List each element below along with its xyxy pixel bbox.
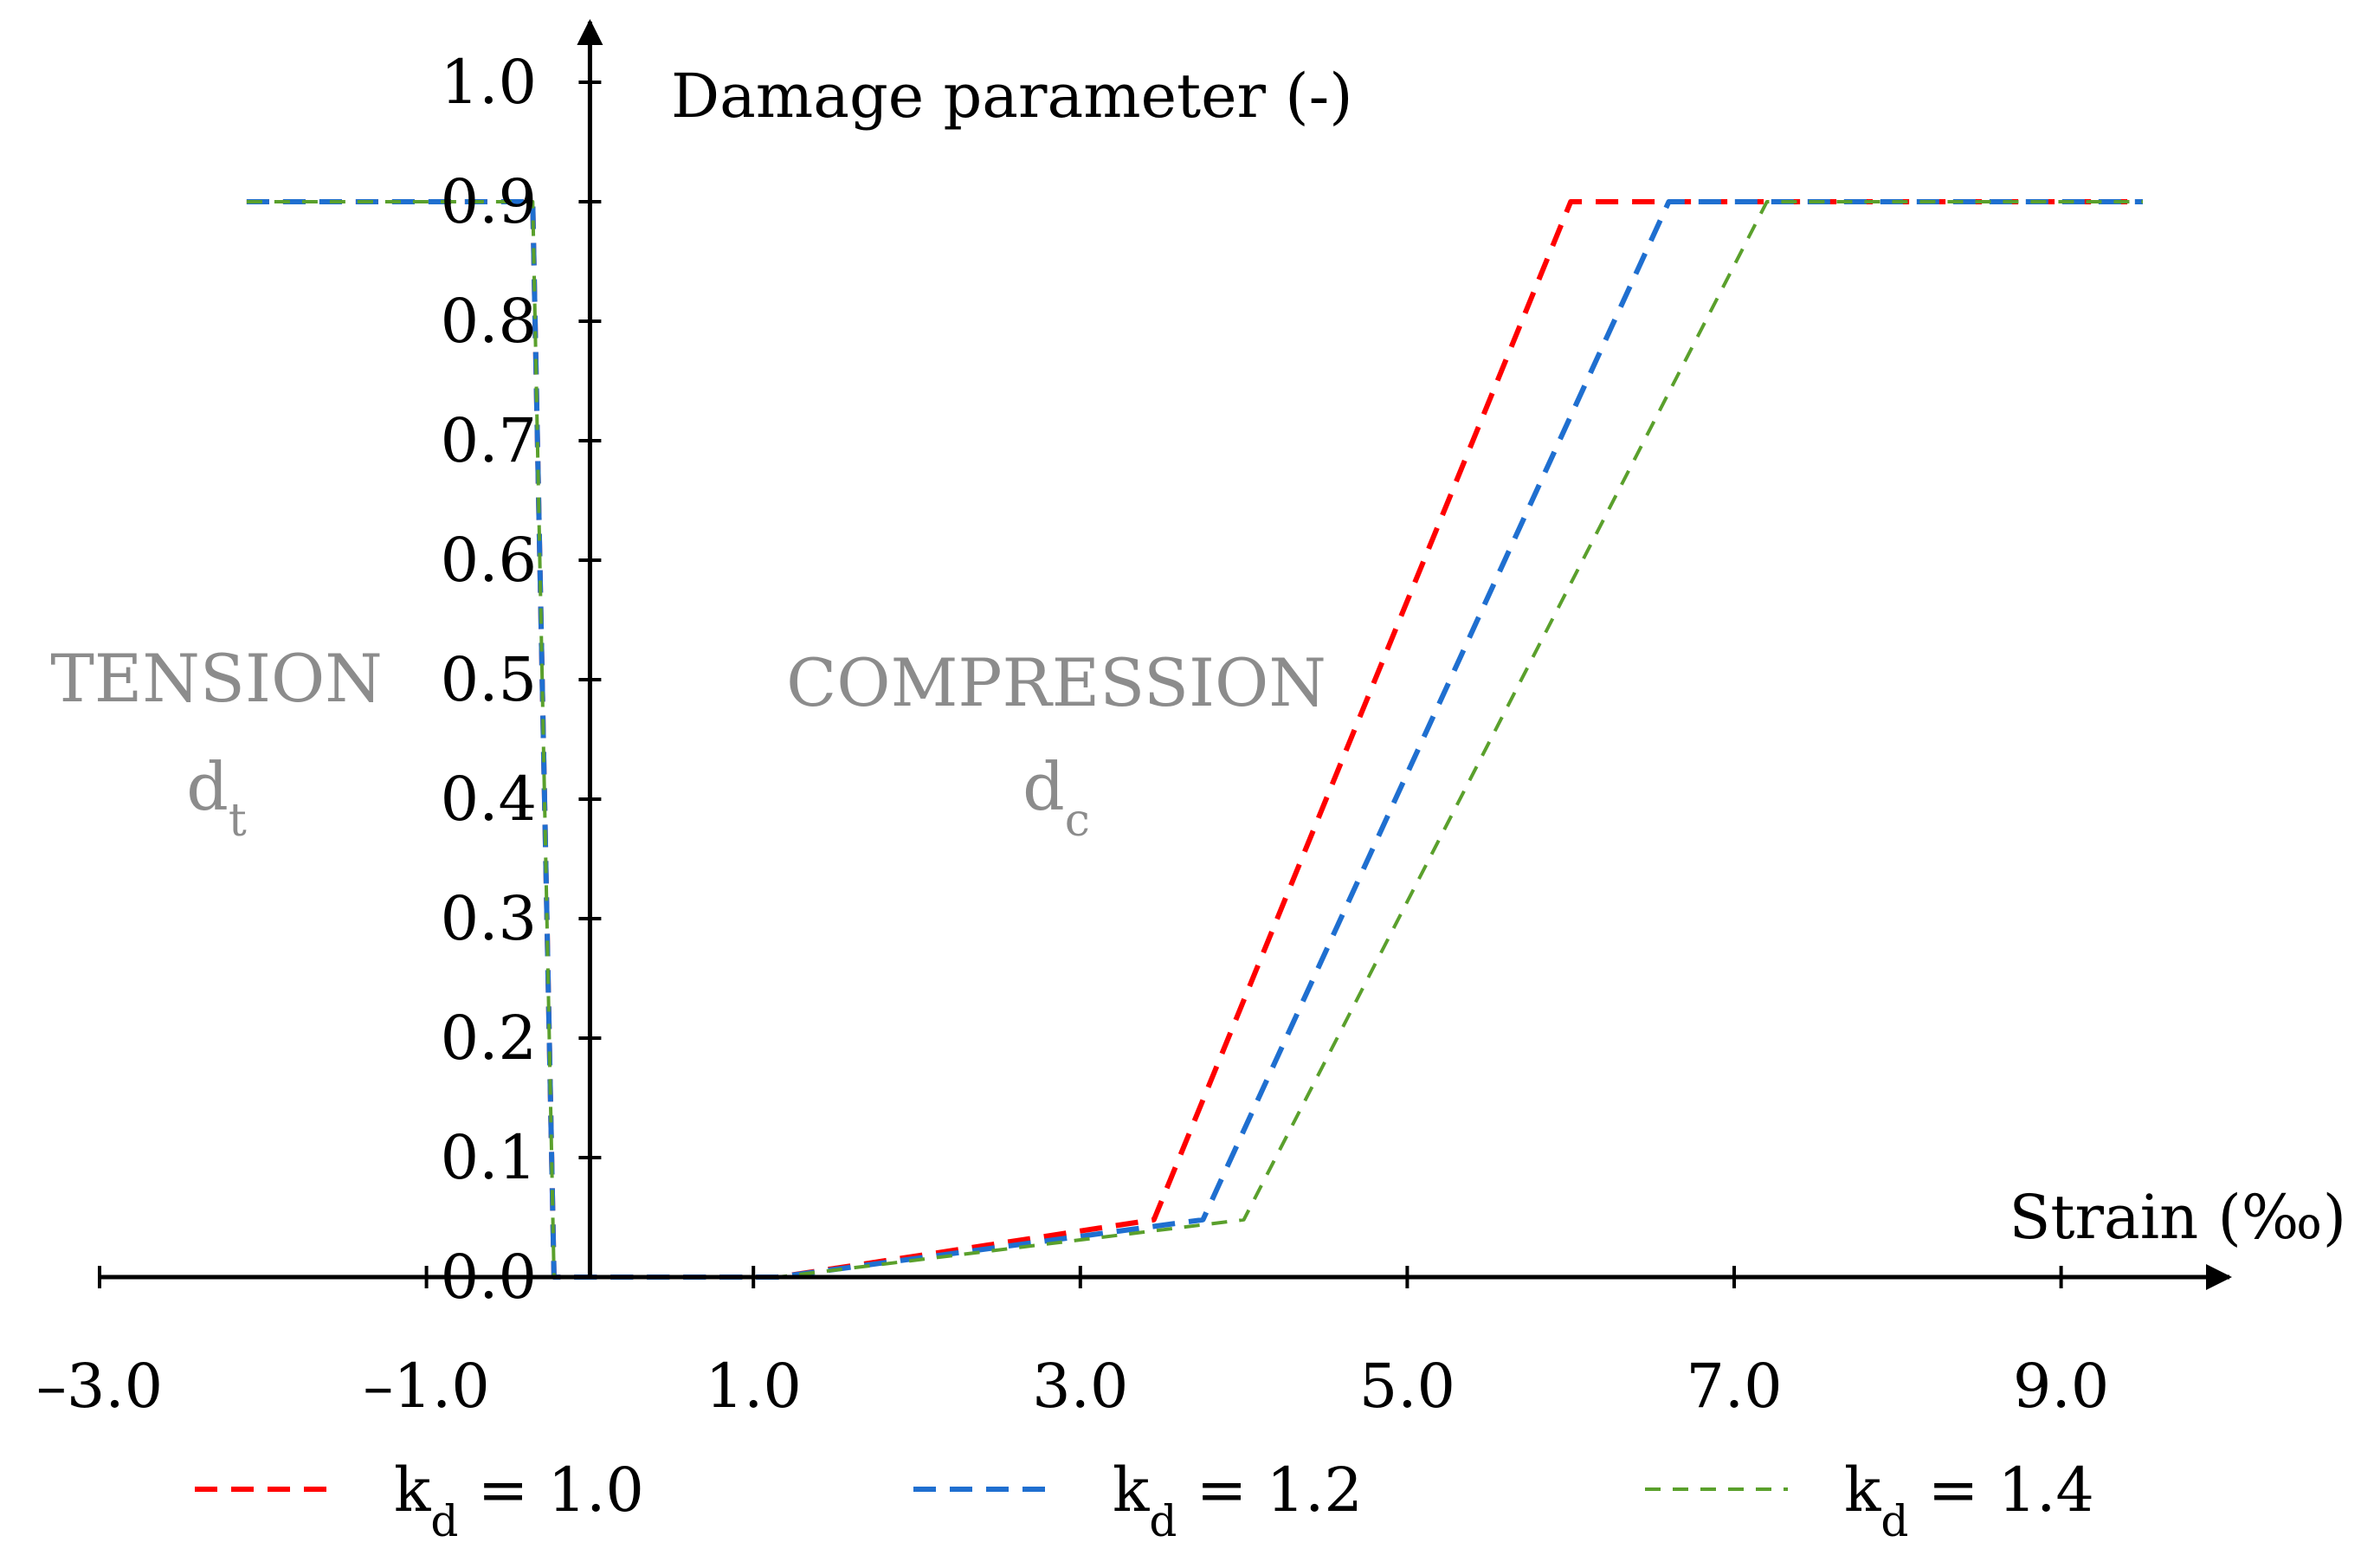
series-line-1 <box>246 199 2143 1280</box>
y-tick-label: 1.0 <box>441 47 537 118</box>
y-tick-label: 0.9 <box>441 166 537 237</box>
annotation-compression: COMPRESSION <box>786 644 1326 721</box>
x-tick-label: –1.0 <box>363 1351 489 1422</box>
y-tick-label: 0.8 <box>441 286 537 357</box>
annotations: TENSION dt COMPRESSION dc <box>50 640 1326 847</box>
y-tick-label: 0.3 <box>441 883 537 954</box>
series-layer <box>246 199 2143 1280</box>
x-tick-label: 1.0 <box>706 1351 802 1422</box>
x-tick-label: 3.0 <box>1032 1351 1128 1422</box>
y-tick-label: 0.0 <box>441 1242 537 1313</box>
y-axis-label: Damage parameter (-) <box>671 61 1353 132</box>
x-ticks: –3.0 –1.0 1.0 3.0 5.0 7.0 9.0 <box>36 1266 2109 1422</box>
annotation-tension-symbol: dt <box>186 748 247 847</box>
x-tick-label: 5.0 <box>1359 1351 1455 1422</box>
x-tick-label: 9.0 <box>2013 1351 2109 1422</box>
y-tick-label: 0.6 <box>441 525 537 596</box>
annotation-tension: TENSION <box>50 640 383 717</box>
y-tick-label: 0.4 <box>441 764 537 835</box>
legend-label-3: kd = 1.4 <box>1844 1455 2094 1546</box>
x-tick-label: –3.0 <box>36 1351 163 1422</box>
x-tick-label: 7.0 <box>1686 1351 1782 1422</box>
y-tick-label: 0.2 <box>441 1003 537 1074</box>
y-tick-label: 0.7 <box>441 405 537 476</box>
y-tick-label: 0.5 <box>441 644 537 715</box>
y-ticks: 0.0 0.1 0.2 0.3 0.4 0.5 0.6 0.7 0.8 0.9 1.0 <box>441 47 602 1313</box>
legend-label-2: kd = 1.2 <box>1113 1455 1363 1546</box>
legend: kd = 1.0 kd = 1.2 kd = 1.4 <box>195 1455 2094 1546</box>
y-tick-label: 0.1 <box>441 1122 537 1193</box>
x-axis-label: Strain (‰) <box>2009 1182 2346 1253</box>
legend-label-1: kd = 1.0 <box>394 1455 644 1546</box>
annotation-compression-symbol: dc <box>1022 748 1090 847</box>
